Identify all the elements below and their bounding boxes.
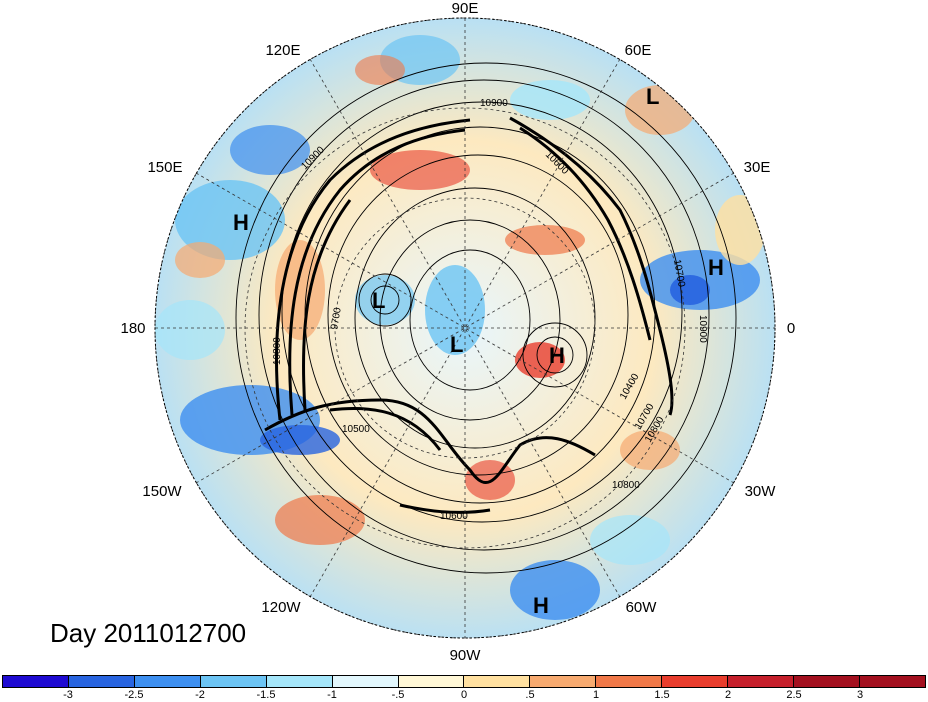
colorbar-segment	[200, 676, 267, 687]
contour-label: 10900	[697, 315, 708, 343]
colorbar-tick-label: .5	[525, 689, 535, 701]
colorbar-segment	[596, 676, 663, 687]
colorbar-tick-label: 1	[592, 689, 600, 701]
lon-label-120w: 120W	[261, 599, 301, 616]
lon-label-90w: 90W	[450, 647, 482, 664]
contour-label: 9700	[329, 306, 344, 330]
colorbar-labels: -3 -2.5 -2 -1.5 -1 -.5 0 .5 1 1.5 2 2.5 3	[2, 689, 926, 702]
high-center-label: H	[708, 255, 724, 280]
lon-label-60e: 60E	[625, 42, 652, 59]
colorbar-segment	[794, 676, 860, 687]
lon-label-180: 180	[120, 320, 145, 337]
high-center-label: H	[533, 593, 549, 618]
lon-label-90e: 90E	[452, 0, 479, 17]
colorbar-tick-label: 0	[460, 689, 468, 701]
colorbar-tick-label: -2	[195, 689, 205, 701]
colorbar-tick-label: -1	[327, 689, 337, 701]
contour-label: 10800	[272, 337, 283, 365]
colorbar-segment	[134, 676, 201, 687]
colorbar-tick-label: -.5	[391, 689, 405, 701]
colorbar-tick-label: -2.5	[124, 689, 144, 701]
colorbar-tick-label: 1.5	[654, 689, 670, 701]
colorbar-tick-label: -3	[63, 689, 73, 701]
colorbar-segment	[3, 676, 69, 687]
colorbar-segment	[68, 676, 135, 687]
high-center-label: H	[549, 343, 565, 368]
low-center-label: L	[646, 84, 659, 109]
height-contours	[235, 62, 737, 574]
low-center-label: L	[372, 288, 385, 313]
colorbar	[2, 675, 926, 688]
contour-label: 10600	[440, 511, 468, 522]
high-center-label: H	[233, 210, 249, 235]
colorbar-tick-label: 2.5	[786, 689, 802, 701]
jet-stream-contours	[264, 116, 674, 514]
contour-label: 10900	[480, 98, 508, 109]
colorbar-tick-label: 2	[724, 689, 732, 701]
colorbar-segment	[398, 676, 465, 687]
colorbar-tick-label: -1.5	[256, 689, 276, 701]
map-title: Day 2011012700	[50, 618, 247, 648]
map-boundary	[154, 17, 776, 639]
colorbar-segment	[530, 676, 597, 687]
pressure-centers: L H H L L H H	[233, 84, 724, 618]
colorbar-segment	[859, 676, 925, 687]
contour-label: 10800	[612, 480, 640, 491]
colorbar-segment	[728, 676, 795, 687]
lon-label-120e: 120E	[265, 42, 300, 59]
colorbar-tick-label: 3	[856, 689, 864, 701]
colorbar-segment	[662, 676, 729, 687]
lon-label-0: 0	[787, 320, 795, 337]
colorbar-segment	[332, 676, 399, 687]
graticule	[154, 17, 776, 639]
lon-label-60w: 60W	[626, 599, 658, 616]
lon-label-150e: 150E	[147, 159, 182, 176]
colorbar-segment	[266, 676, 333, 687]
lon-label-30w: 30W	[745, 483, 777, 500]
longitude-labels: 90E 120E 60E 150E 30E 180 0 150W 30W 120…	[120, 0, 795, 664]
contour-label: 10500	[342, 424, 370, 435]
lon-label-150w: 150W	[142, 483, 182, 500]
low-center-label: L	[450, 332, 463, 357]
lon-label-30e: 30E	[744, 159, 771, 176]
colorbar-segment	[464, 676, 531, 687]
contour-label: 10700	[671, 259, 687, 289]
